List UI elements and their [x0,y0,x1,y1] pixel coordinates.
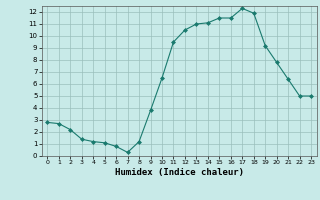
X-axis label: Humidex (Indice chaleur): Humidex (Indice chaleur) [115,168,244,177]
